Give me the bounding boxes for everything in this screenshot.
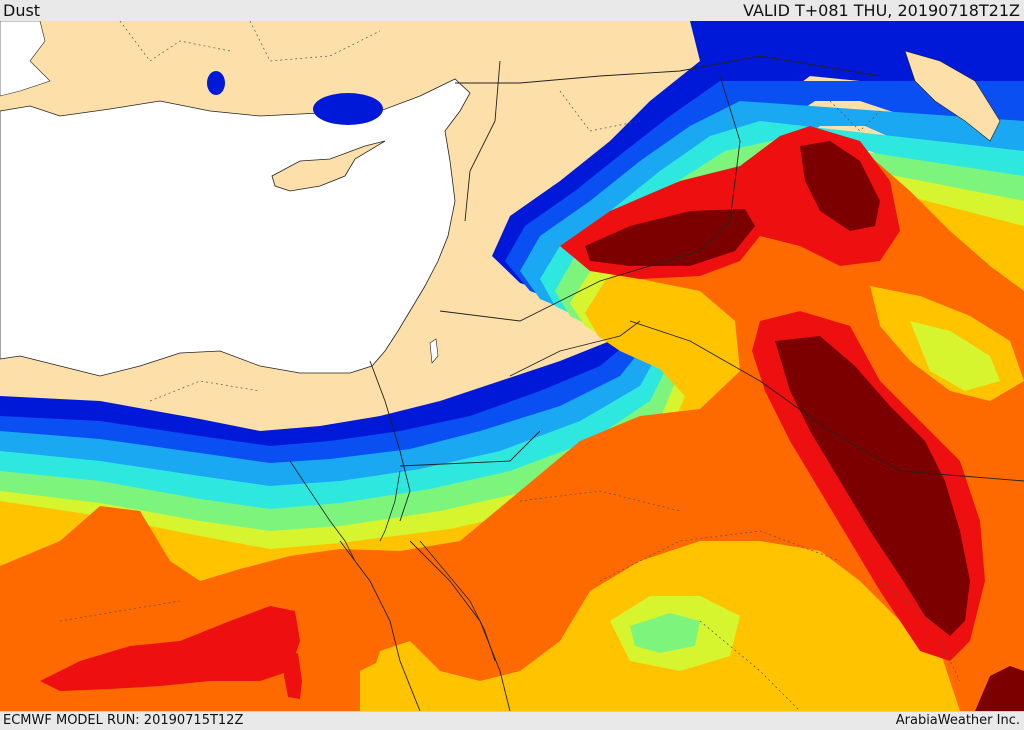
dust-blob-anatolia-small <box>207 71 225 95</box>
province-lines <box>59 21 961 711</box>
dust-blob-anatolia-large <box>313 93 383 125</box>
product-title: Dust <box>3 1 41 20</box>
dust-forecast-map <box>0 21 1024 711</box>
dust-core-corner <box>975 666 1024 711</box>
dust-pocket-yellowgreen-east <box>910 321 1000 391</box>
title-bar: Dust VALID T+081 THU, 20190718T21Z <box>0 0 1024 22</box>
dust-band-red-small <box>284 653 302 699</box>
dust-band-red-southwest <box>40 606 300 691</box>
dead-sea <box>429 338 439 364</box>
country-borders <box>339 55 1024 711</box>
dust-pocket-yellow-south <box>360 651 440 711</box>
dust-core-northeast <box>800 141 880 231</box>
aegean-sea <box>0 21 51 97</box>
red-sea-coast <box>289 460 496 662</box>
footer-bar: ECMWF MODEL RUN: 20190715T12Z ArabiaWeat… <box>0 711 1024 730</box>
credit-label: ArabiaWeather Inc. <box>895 713 1020 728</box>
dust-band-orange <box>0 146 1024 711</box>
gulf-waters <box>904 50 1001 142</box>
dust-core-east <box>775 336 970 636</box>
cyprus-island <box>271 140 386 192</box>
dust-core-north <box>585 209 755 266</box>
valid-time-label: VALID T+081 THU, 20190718T21Z <box>743 1 1020 20</box>
model-run-label: ECMWF MODEL RUN: 20190715T12Z <box>3 713 244 728</box>
dust-pocket-green <box>630 613 700 653</box>
map-canvas <box>0 21 1024 711</box>
